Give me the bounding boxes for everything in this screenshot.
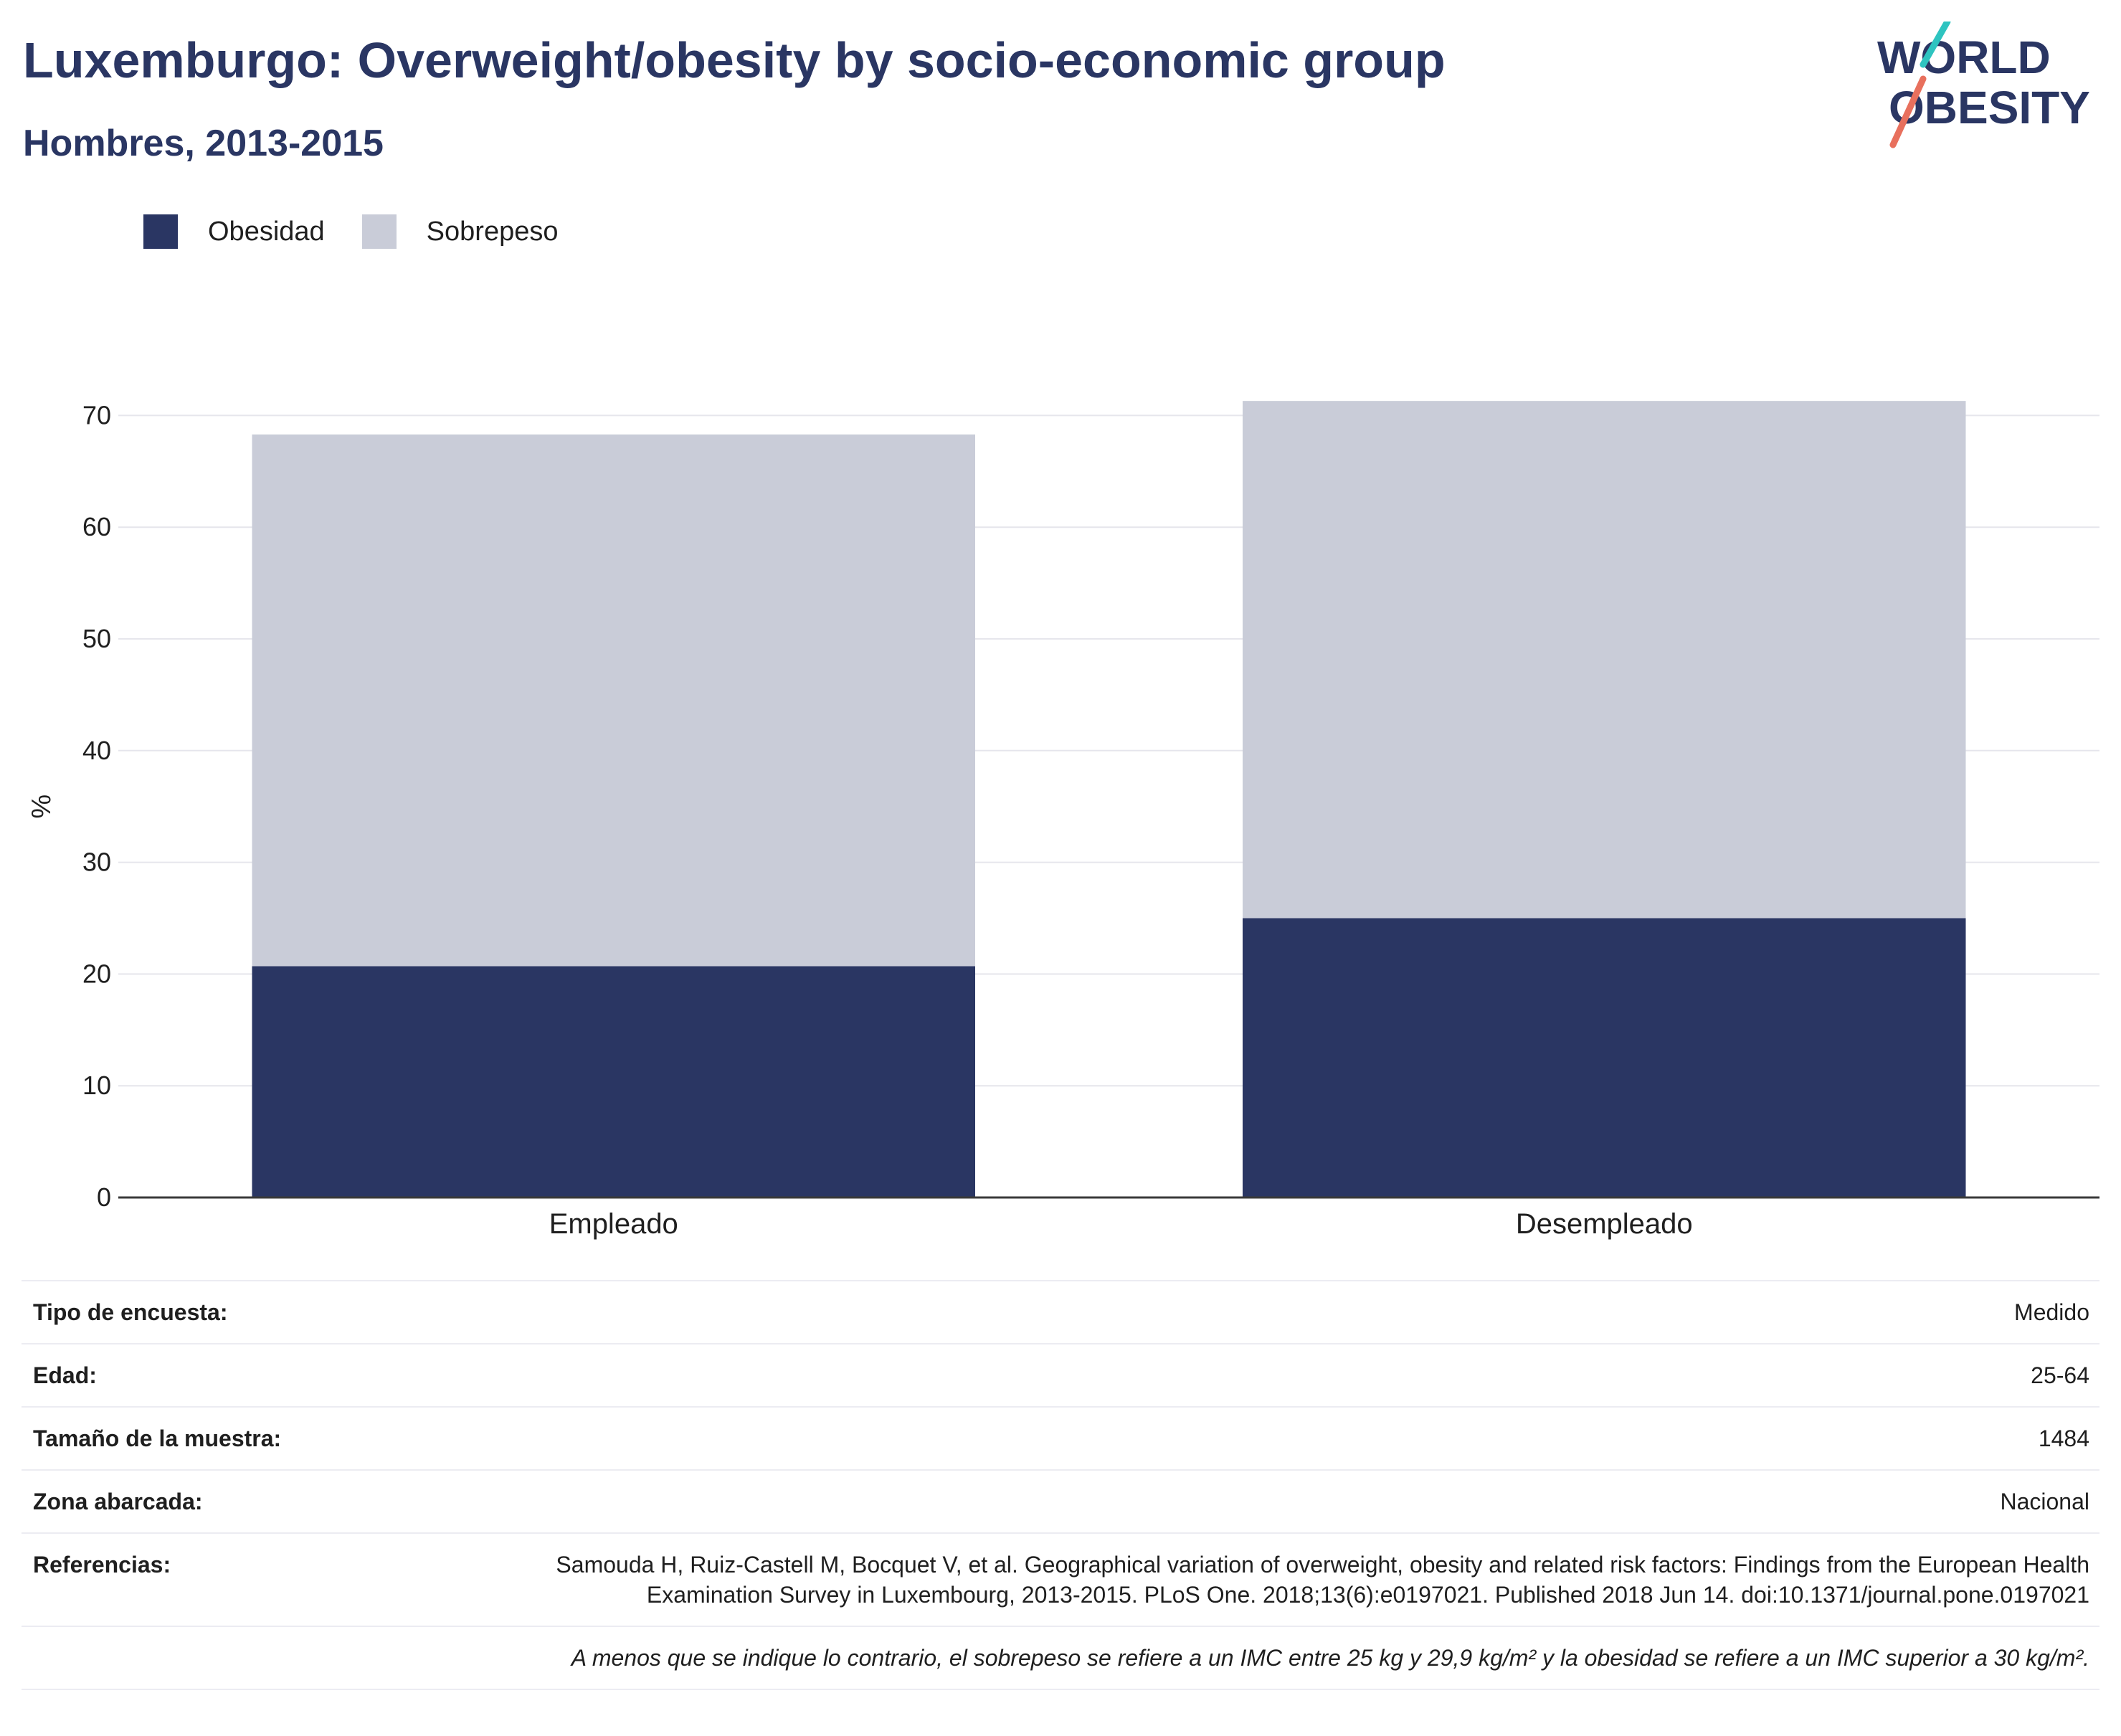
y-tick-label: 0: [97, 1182, 111, 1212]
legend-item-sobrepeso[interactable]: Sobrepeso: [361, 214, 559, 249]
info-value: Medido: [2014, 1299, 2089, 1325]
svg-text:WORLD: WORLD: [1877, 32, 2051, 83]
info-label: Tipo de encuesta:: [33, 1299, 228, 1325]
legend-label-obesidad: Obesidad: [208, 216, 325, 247]
legend-swatch-sobrepeso: [361, 214, 397, 249]
bar-obesidad-desempleado: [1243, 918, 1966, 1197]
legend-label-sobrepeso: Sobrepeso: [426, 216, 559, 247]
x-tick-label: Empleado: [549, 1208, 678, 1240]
y-tick-label: 20: [82, 959, 111, 988]
y-tick-label: 50: [82, 624, 111, 653]
stacked-bar-chart: 0 10 20 30 40 50 60 70% Empleado Desempleado: [27, 400, 2099, 1240]
chart-subtitle: Hombres, 2013-2015: [23, 123, 384, 164]
definition-note: A menos que se indique lo contrario, el …: [22, 1627, 2099, 1690]
info-row-age: Edad: 25-64: [22, 1344, 2099, 1408]
bar-sobrepeso-empleado: [252, 434, 975, 967]
info-row-coverage: Zona abarcada: Nacional: [22, 1471, 2099, 1534]
bar-obesidad-empleado: [252, 966, 975, 1197]
info-row-sample-size: Tamaño de la muestra: 1484: [22, 1408, 2099, 1471]
world-obesity-logo: WORLD OBESITY: [1877, 22, 2090, 148]
legend-swatch-obesidad: [143, 214, 178, 249]
y-axis-title: %: [27, 795, 57, 819]
chart-legend: Obesidad Sobrepeso: [143, 212, 595, 252]
info-label: Tamaño de la muestra:: [33, 1426, 282, 1451]
legend-item-obesidad[interactable]: Obesidad: [143, 214, 325, 249]
info-row-survey-type: Tipo de encuesta: Medido: [22, 1281, 2099, 1344]
chart-title: Luxemburgo: Overweight/obesity by socio-…: [23, 32, 1446, 88]
note-text: A menos que se indique lo contrario, el …: [571, 1645, 2089, 1671]
y-tick-label: 40: [82, 736, 111, 765]
y-tick-label: 10: [82, 1071, 111, 1100]
x-tick-label: Desempleado: [1516, 1208, 1693, 1240]
reference-text: Samouda H, Ruiz-Castell M, Bocquet V, et…: [556, 1552, 2089, 1608]
y-tick-label: 70: [82, 400, 111, 430]
info-value: 1484: [2038, 1426, 2089, 1451]
survey-info-table: Tipo de encuesta: Medido Edad: 25-64 Tam…: [22, 1280, 2099, 1690]
info-row-references: Referencias: Samouda H, Ruiz-Castell M, …: [22, 1534, 2099, 1627]
info-label: Referencias:: [33, 1552, 171, 1578]
info-value: Nacional: [2000, 1489, 2089, 1514]
info-label: Zona abarcada:: [33, 1489, 203, 1514]
info-label: Edad:: [33, 1362, 97, 1388]
y-tick-label: 30: [82, 848, 111, 877]
svg-text:OBESITY: OBESITY: [1889, 82, 2090, 133]
y-tick-label: 60: [82, 512, 111, 541]
bar-sobrepeso-desempleado: [1243, 401, 1966, 919]
info-value: 25-64: [2031, 1362, 2089, 1388]
